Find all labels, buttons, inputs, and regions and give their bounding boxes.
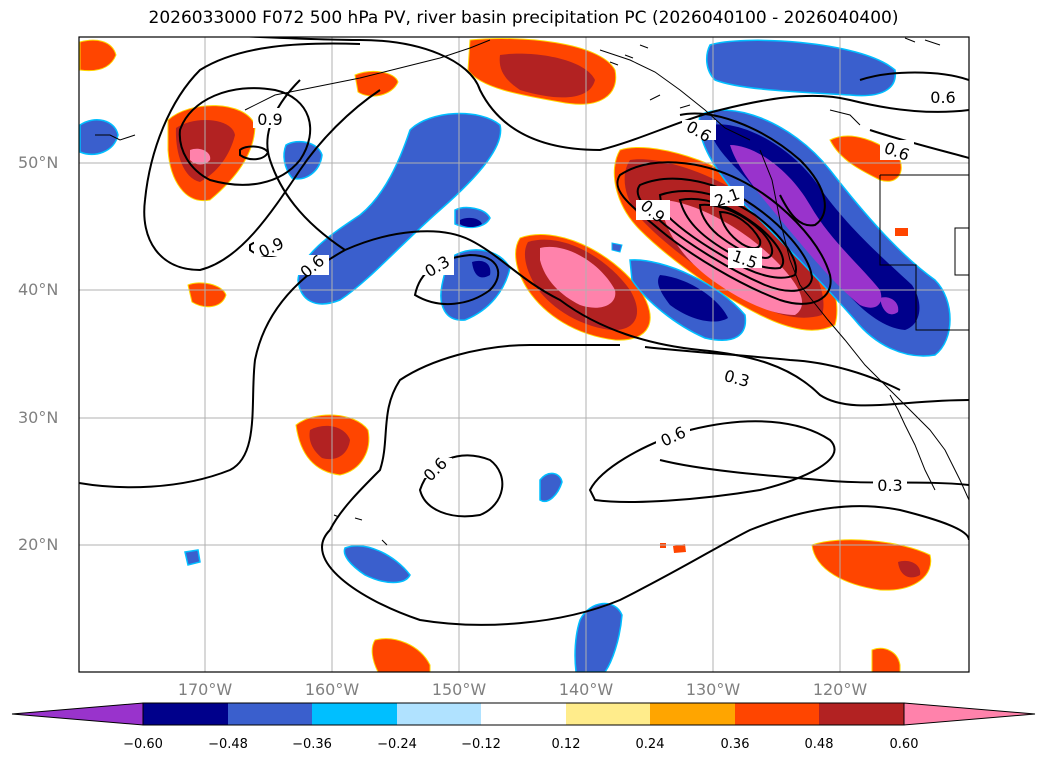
lon-label: 120°W — [812, 680, 868, 699]
lon-label: 170°W — [177, 680, 233, 699]
colorbar-tick: −0.48 — [208, 737, 248, 752]
colorbar-segment — [819, 703, 904, 725]
colorbar-segment — [481, 703, 566, 725]
colorbar-segment — [735, 703, 819, 725]
colorbar-tick: −0.36 — [292, 737, 332, 752]
colorbar-segment — [650, 703, 735, 725]
lat-label: 30°N — [18, 408, 59, 427]
lat-label: 50°N — [18, 153, 59, 172]
lat-label: 20°N — [18, 535, 59, 554]
map-frame — [78, 36, 970, 673]
colorbar-extend-max — [903, 702, 1036, 726]
colorbar-extend-min — [11, 702, 144, 726]
gridlines — [79, 37, 969, 672]
colorbar-segment — [143, 703, 228, 725]
colorbar-tick: −0.24 — [377, 737, 417, 752]
colorbar-segment — [312, 703, 397, 725]
contour-label: 0.9 — [257, 110, 282, 129]
colorbar-tick: −0.12 — [461, 737, 501, 752]
contour-label: 0.3 — [877, 476, 902, 495]
colorbar-segment — [397, 703, 481, 725]
precip-positive-anomalies — [79, 38, 932, 672]
colorbar-tick: 0.36 — [720, 737, 750, 752]
colorbar-tick: 0.24 — [635, 737, 665, 752]
pv-contours — [79, 37, 969, 626]
lon-label: 160°W — [304, 680, 360, 699]
colorbar — [11, 702, 1036, 726]
colorbar-tick: 0.12 — [551, 737, 581, 752]
colorbar-tick: 0.60 — [889, 737, 919, 752]
map-title: 2026033000 F072 500 hPa PV, river basin … — [148, 8, 899, 28]
lon-label: 150°W — [431, 680, 487, 699]
colorbar-tick: 0.48 — [804, 737, 834, 752]
lon-label: 140°W — [558, 680, 614, 699]
colorbar-segment — [566, 703, 650, 725]
contour-label: 0.6 — [930, 88, 955, 107]
colorbar-segment — [228, 703, 312, 725]
lat-label: 40°N — [18, 280, 59, 299]
lon-label: 130°W — [685, 680, 741, 699]
precip-negative-anomalies — [79, 39, 951, 672]
colorbar-tick: −0.60 — [123, 737, 163, 752]
